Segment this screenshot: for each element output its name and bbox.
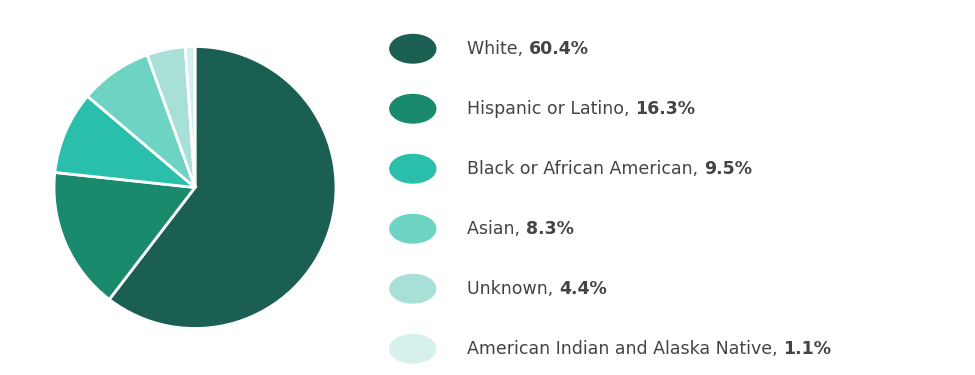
- Text: Unknown,: Unknown,: [467, 280, 559, 298]
- Text: 9.5%: 9.5%: [704, 160, 752, 178]
- Circle shape: [390, 214, 436, 243]
- Text: White,: White,: [467, 40, 528, 58]
- Text: 8.3%: 8.3%: [526, 220, 573, 238]
- Wedge shape: [147, 47, 195, 188]
- Wedge shape: [54, 172, 195, 300]
- Text: 60.4%: 60.4%: [528, 40, 589, 58]
- Circle shape: [390, 334, 436, 363]
- Text: 16.3%: 16.3%: [636, 100, 695, 118]
- Wedge shape: [185, 46, 195, 188]
- Circle shape: [390, 274, 436, 303]
- Text: Asian,: Asian,: [467, 220, 526, 238]
- Wedge shape: [109, 46, 336, 328]
- Wedge shape: [88, 55, 195, 188]
- Text: American Indian and Alaska Native,: American Indian and Alaska Native,: [467, 340, 783, 358]
- Wedge shape: [55, 96, 195, 188]
- Text: 4.4%: 4.4%: [559, 280, 606, 298]
- Circle shape: [390, 34, 436, 63]
- Text: Hispanic or Latino,: Hispanic or Latino,: [467, 100, 636, 118]
- Circle shape: [390, 94, 436, 123]
- Text: Black or African American,: Black or African American,: [467, 160, 704, 178]
- Circle shape: [390, 154, 436, 183]
- Text: 1.1%: 1.1%: [783, 340, 832, 358]
